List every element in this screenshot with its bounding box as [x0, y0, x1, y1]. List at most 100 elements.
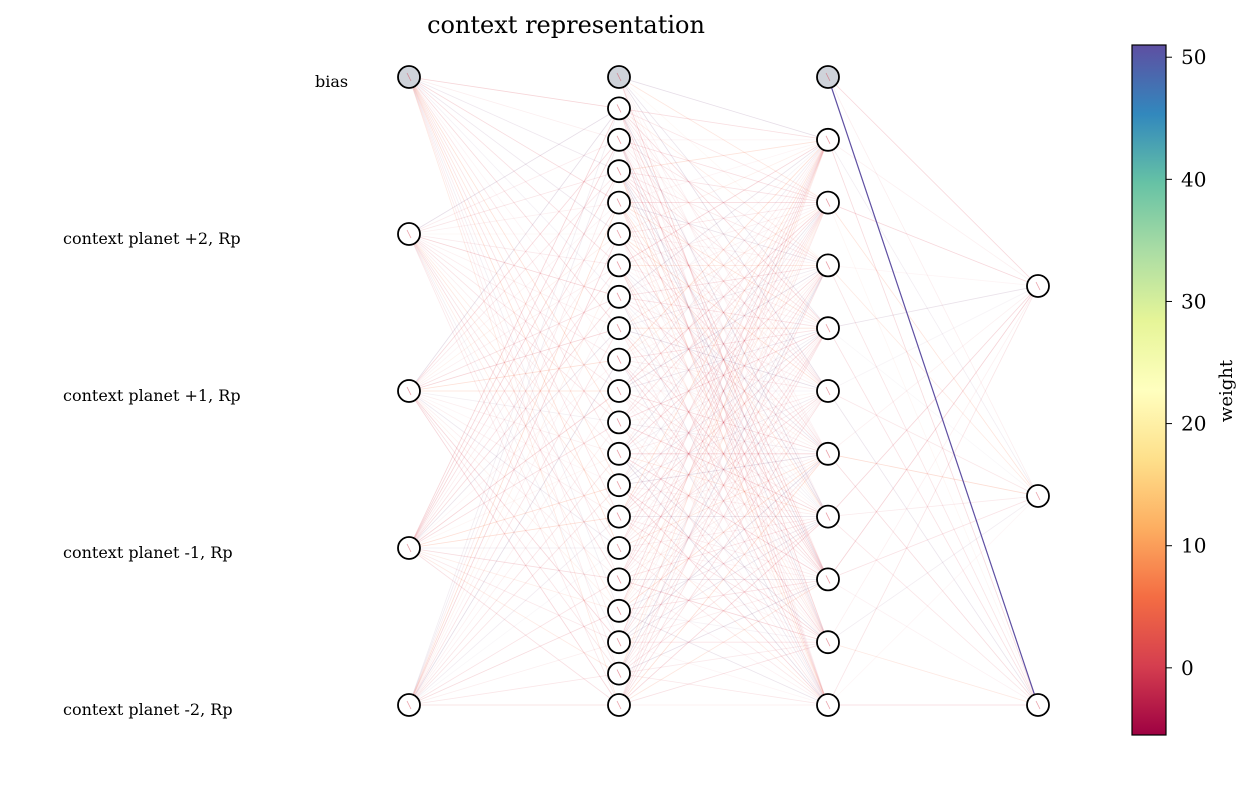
connection-edge [827, 285, 1039, 329]
connection-edge [408, 359, 620, 392]
connection-edge [827, 76, 1039, 287]
connection-edge [618, 327, 829, 392]
connection-edge [408, 233, 620, 298]
connection-edge [408, 453, 620, 549]
connection-edge [618, 202, 829, 643]
connection-edge [827, 495, 1039, 706]
connection-edge [618, 547, 829, 706]
connection-edge [618, 202, 829, 580]
connection-edge [618, 202, 829, 455]
connection-edge [618, 139, 829, 706]
connection-edge [827, 265, 1039, 706]
connection-edge [618, 265, 829, 674]
node-weight-mark [616, 638, 622, 647]
connection-edge [408, 547, 620, 706]
connection-edge [618, 139, 829, 235]
node-weight-mark [616, 198, 622, 207]
connection-edge [408, 108, 620, 392]
node-weight-mark [406, 700, 412, 710]
connection-edge [618, 233, 829, 580]
connection-edge [408, 76, 620, 266]
node-weight-mark [616, 669, 622, 678]
connection-edge [827, 285, 1039, 643]
connection-edge [618, 453, 829, 517]
connection-edge [618, 139, 829, 329]
connection-edge [618, 327, 829, 580]
connection-edge [618, 265, 829, 612]
connection-edge [827, 327, 1039, 497]
connection-edge [408, 76, 620, 141]
connection-edge [618, 327, 829, 486]
connection-edge [618, 641, 829, 674]
connection-edge [618, 139, 829, 706]
connection-edge [618, 390, 829, 674]
node-weight-mark [406, 229, 412, 239]
connection-edge [618, 641, 829, 706]
connection-edge [408, 108, 620, 235]
connection-edge [408, 547, 620, 580]
colorbar-gradient [1131, 44, 1167, 736]
connection-edge [408, 76, 620, 643]
connection-edge [618, 233, 829, 392]
connection-edge [618, 233, 829, 517]
connection-edge [408, 170, 620, 392]
connection-edge [408, 390, 620, 706]
connection-edge [618, 390, 829, 549]
connection-edge [618, 139, 829, 611]
connection-edge [618, 202, 829, 235]
connection-edge [618, 328, 829, 706]
node-weight-mark [616, 104, 622, 113]
connection-edge [618, 265, 829, 298]
connection-edge [618, 265, 829, 706]
node-weight-mark [616, 135, 622, 144]
connection-edges [408, 76, 1039, 706]
colorbar-tick-label: 20 [1181, 412, 1206, 436]
connection-edge [618, 202, 829, 486]
connection-edge [618, 202, 829, 706]
node-weight-mark [406, 543, 412, 553]
connection-edge [408, 171, 620, 706]
connection-edge [408, 233, 620, 674]
connection-edge [618, 139, 829, 266]
connection-edge [408, 673, 620, 706]
connection-edge [408, 390, 620, 517]
connection-edge [408, 202, 620, 392]
connection-edge [408, 579, 620, 706]
connection-edge [408, 547, 620, 643]
connection-edge [618, 139, 829, 643]
connection-edge [618, 139, 829, 580]
connection-edge [618, 390, 829, 517]
strong-weight-edge [827, 76, 1039, 706]
node-weight-mark [616, 292, 622, 301]
connection-edge [618, 359, 829, 706]
connection-edge [618, 108, 829, 580]
connection-edge [408, 547, 620, 612]
connection-edge [618, 265, 829, 517]
node-weight-mark [825, 324, 831, 333]
connection-edge [408, 76, 620, 109]
input-label-planet-minus2: context planet -2, Rp [63, 700, 233, 719]
connection-edge [408, 516, 620, 549]
node-weight-mark [616, 355, 622, 364]
connection-edge [618, 170, 829, 266]
connection-edge [618, 108, 829, 706]
connection-edge [408, 139, 620, 549]
connection-edge [618, 390, 829, 517]
connection-edge [618, 76, 829, 580]
node-weight-mark [825, 198, 831, 207]
connection-edge [618, 359, 829, 580]
neuron-nodes [397, 65, 1050, 717]
connection-edge [827, 495, 1039, 580]
connection-edge [408, 484, 620, 549]
connection-edge [408, 296, 620, 706]
connection-edge [618, 202, 829, 298]
connection-edge [618, 139, 829, 517]
connection-edge [618, 327, 829, 517]
connection-edge [618, 296, 829, 643]
connection-edge [618, 265, 829, 643]
connection-edge [618, 202, 829, 266]
connection-edge [618, 202, 829, 549]
connection-edge [408, 76, 620, 172]
connection-edge [618, 296, 829, 706]
